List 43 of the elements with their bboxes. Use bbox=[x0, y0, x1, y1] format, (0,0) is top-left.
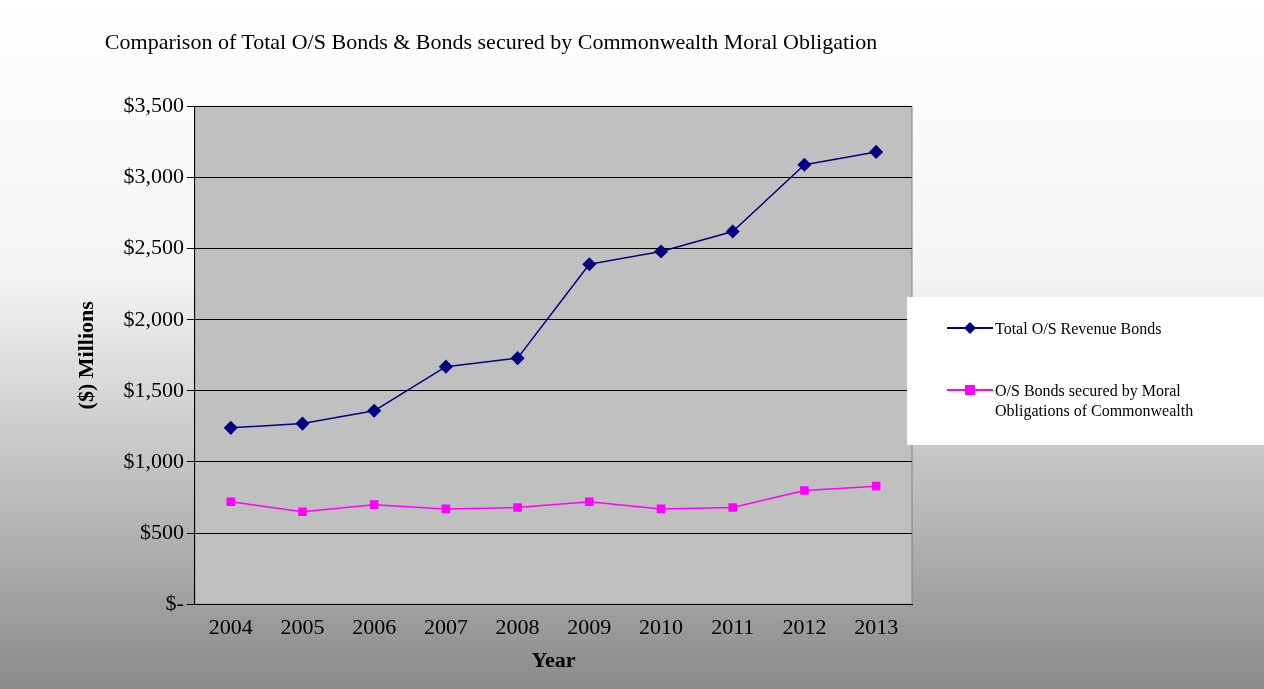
chart-title: Comparison of Total O/S Bonds & Bonds secured by Commonwealth Moral Obligation bbox=[104, 28, 878, 54]
y-tick-label: $1,500 bbox=[123, 376, 184, 402]
point bbox=[728, 503, 738, 512]
point bbox=[224, 421, 238, 435]
y-tick-label: $3,500 bbox=[123, 92, 184, 118]
point bbox=[369, 500, 379, 509]
y-tick-label: $- bbox=[165, 589, 184, 615]
y-axis-title: ($) Millions bbox=[72, 300, 98, 410]
x-tick-label: 2011 bbox=[711, 614, 755, 640]
point bbox=[797, 157, 812, 172]
x-tick-label: 2013 bbox=[854, 614, 899, 640]
x-tick-label: 2005 bbox=[280, 614, 325, 640]
point bbox=[871, 481, 881, 491]
legend-label: O/S Bonds secured by Moral Obligations of Commonwealth bbox=[995, 381, 1195, 421]
x-tick-label: 2010 bbox=[639, 614, 684, 640]
x-tick-label: 2012 bbox=[782, 614, 827, 640]
y-tick-label: $2,500 bbox=[123, 234, 184, 260]
point bbox=[510, 351, 525, 365]
x-tick-label: 2008 bbox=[495, 614, 540, 640]
x-tick-label: 2004 bbox=[208, 614, 253, 640]
point bbox=[656, 504, 666, 514]
point bbox=[226, 497, 236, 507]
point bbox=[654, 244, 668, 259]
point bbox=[513, 503, 522, 512]
point bbox=[582, 257, 597, 272]
x-axis-title: Year bbox=[531, 647, 576, 673]
x-tick-label: 2007 bbox=[423, 614, 468, 640]
y-tick-label: $2,000 bbox=[123, 305, 184, 331]
point bbox=[869, 145, 883, 159]
point bbox=[439, 359, 453, 374]
x-tick-label: 2009 bbox=[567, 614, 612, 640]
point bbox=[367, 404, 381, 418]
point bbox=[800, 486, 809, 495]
point bbox=[725, 224, 740, 239]
point bbox=[298, 507, 307, 517]
x-tick-label: 2006 bbox=[352, 614, 397, 640]
y-tick-label: $500 bbox=[139, 518, 184, 544]
point bbox=[295, 416, 310, 431]
point bbox=[585, 497, 594, 507]
y-tick-label: $1,000 bbox=[123, 447, 184, 473]
y-tick-label: $3,000 bbox=[123, 163, 184, 189]
legend-label: Total O/S Revenue Bonds bbox=[995, 319, 1162, 339]
point bbox=[441, 504, 451, 514]
